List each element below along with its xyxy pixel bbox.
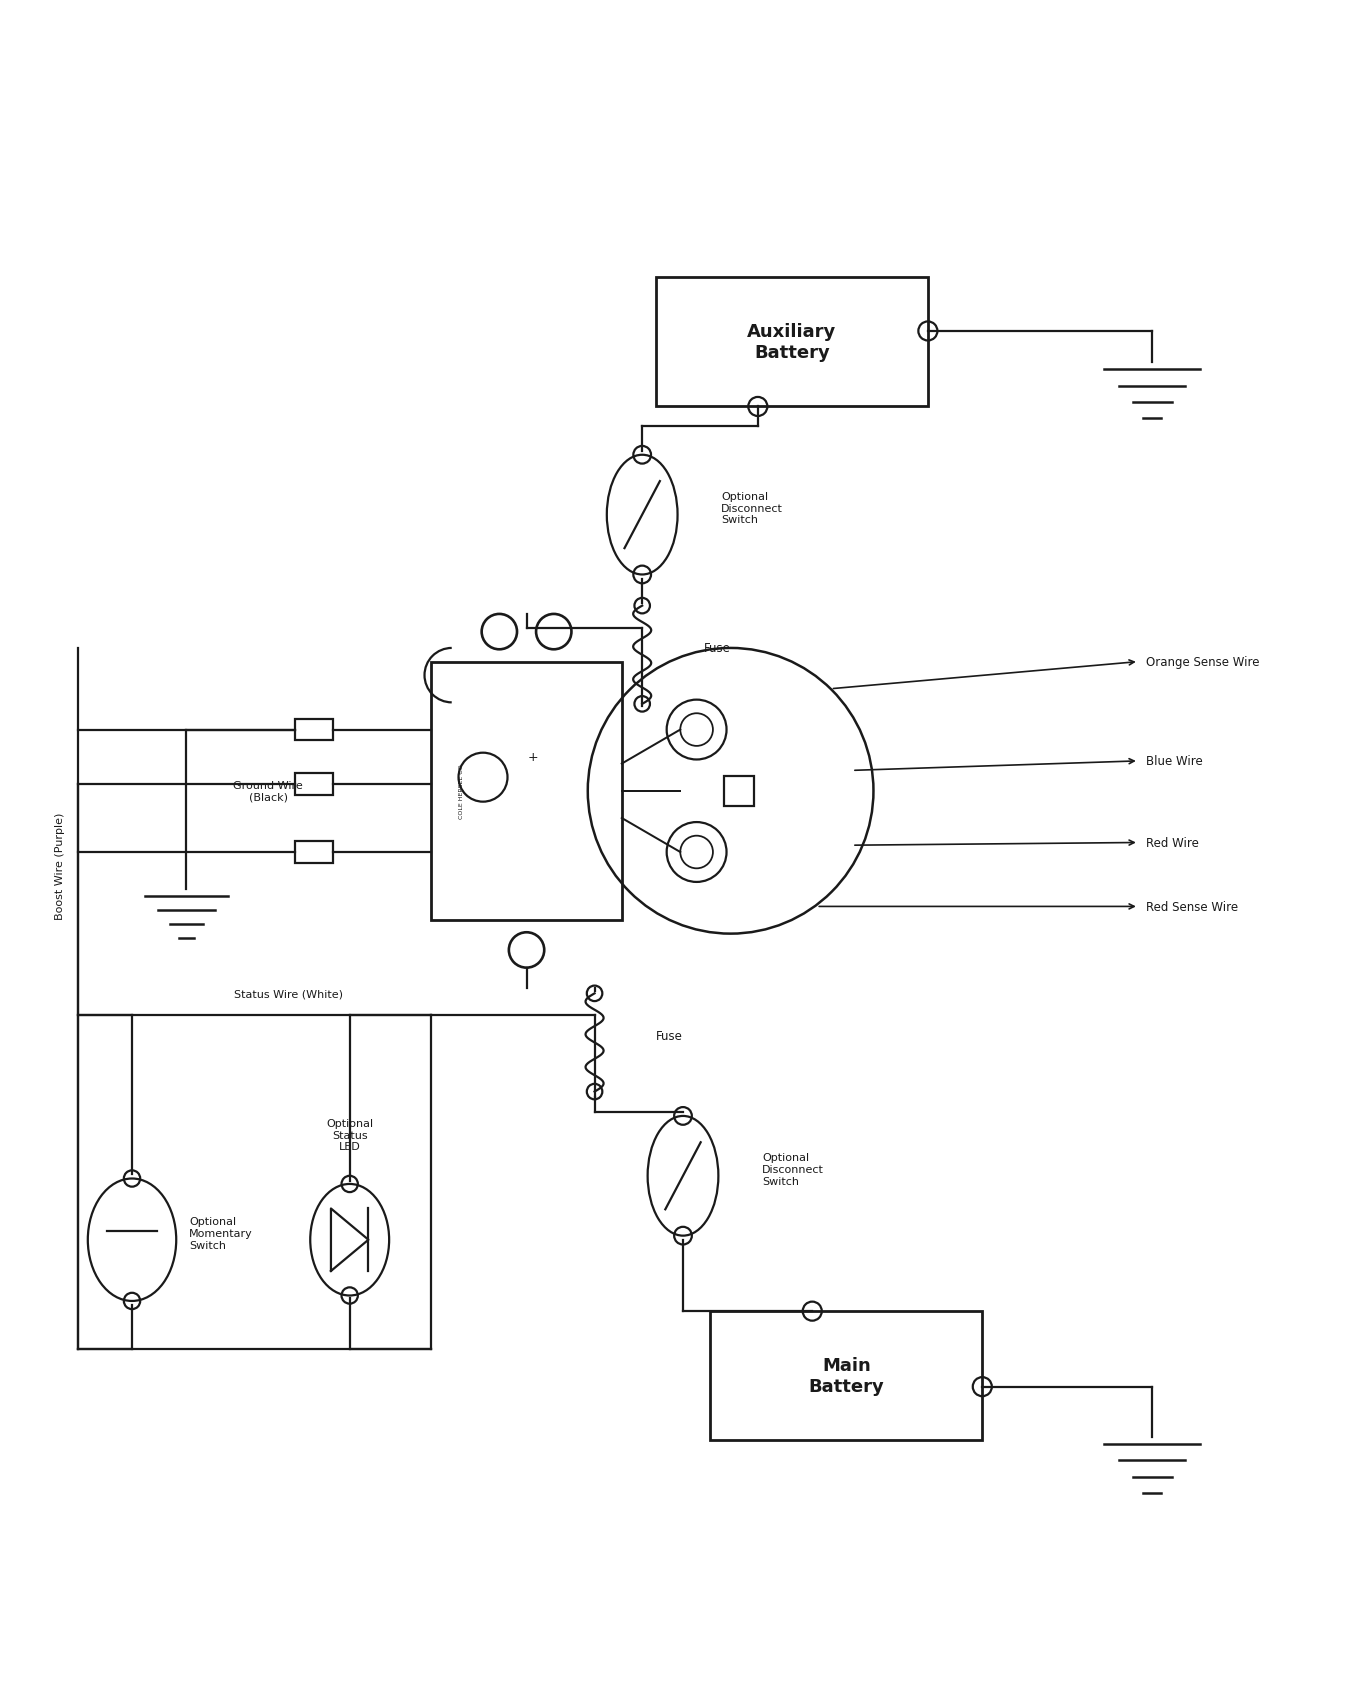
Bar xyxy=(295,774,333,796)
Text: Red Sense Wire: Red Sense Wire xyxy=(1146,900,1238,914)
Text: Optional
Disconnect
Switch: Optional Disconnect Switch xyxy=(762,1153,824,1187)
Text: Fuse: Fuse xyxy=(703,643,731,655)
Text: Optional
Disconnect
Switch: Optional Disconnect Switch xyxy=(721,493,783,525)
Text: Optional
Status
LED: Optional Status LED xyxy=(326,1118,373,1151)
Bar xyxy=(295,720,333,742)
Bar xyxy=(656,278,928,407)
Text: Orange Sense Wire: Orange Sense Wire xyxy=(1146,656,1259,668)
Text: Red Wire: Red Wire xyxy=(1146,837,1198,849)
Text: Main
Battery: Main Battery xyxy=(809,1357,884,1395)
Bar xyxy=(724,776,754,806)
Bar xyxy=(432,662,622,921)
Text: Fuse: Fuse xyxy=(656,1030,683,1042)
Text: Status Wire (White): Status Wire (White) xyxy=(234,989,343,999)
Text: COLE HERSEE CO: COLE HERSEE CO xyxy=(459,764,463,818)
Text: Blue Wire: Blue Wire xyxy=(1146,755,1202,767)
Text: +: + xyxy=(529,750,538,764)
Bar xyxy=(710,1311,982,1441)
Bar xyxy=(295,842,333,863)
Text: Boost Wire (Purple): Boost Wire (Purple) xyxy=(55,813,66,919)
Text: Optional
Momentary
Switch: Optional Momentary Switch xyxy=(189,1217,253,1250)
Text: Auxiliary
Battery: Auxiliary Battery xyxy=(747,324,836,361)
Text: Ground Wire
(Black): Ground Wire (Black) xyxy=(234,781,303,801)
